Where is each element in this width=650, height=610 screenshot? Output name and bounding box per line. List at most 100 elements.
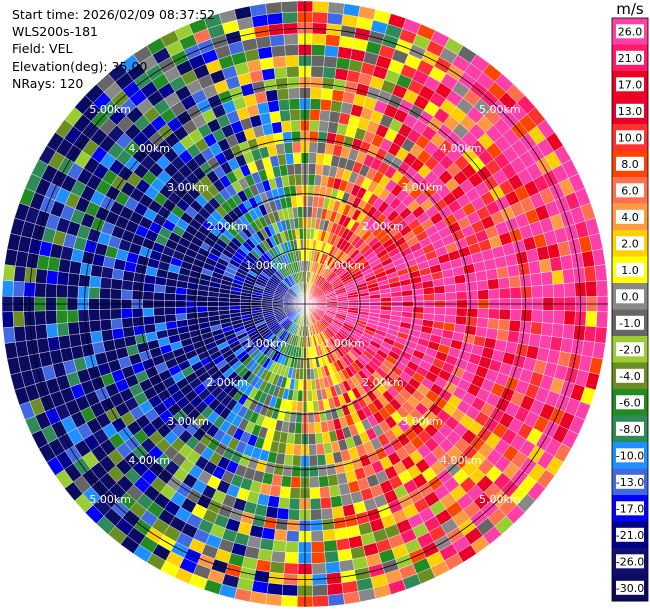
velocity-gate	[286, 530, 300, 543]
velocity-gate	[45, 283, 58, 298]
velocity-gate	[110, 278, 123, 290]
velocity-gate	[142, 291, 155, 301]
velocity-gate	[281, 0, 298, 13]
velocity-gate	[594, 264, 608, 282]
velocity-gate	[101, 329, 114, 342]
velocity-gate	[265, 89, 279, 102]
velocity-gate	[324, 550, 340, 564]
velocity-gate	[311, 551, 326, 564]
velocity-gate	[334, 527, 349, 541]
velocity-gate	[310, 519, 323, 532]
colorbar-tick-label: -1.0	[619, 317, 640, 330]
velocity-gate	[318, 475, 330, 488]
velocity-gate	[477, 289, 490, 300]
velocity-gate	[269, 110, 282, 124]
velocity-gate	[287, 174, 296, 187]
velocity-gate	[323, 539, 338, 553]
range-ring-label: 1.00km	[245, 337, 287, 350]
colorbar-tick-label: -4.0	[619, 370, 640, 383]
colorbar-tick-label: -13.0	[616, 476, 644, 489]
velocity-gate	[272, 55, 287, 69]
velocity-gate	[318, 120, 330, 133]
velocity-gate	[562, 268, 575, 284]
velocity-gate	[175, 313, 188, 322]
velocity-gate	[77, 309, 90, 322]
colorbar-tick-label: 13.0	[618, 105, 643, 118]
velocity-gate	[278, 496, 290, 510]
velocity-gate	[445, 307, 457, 317]
velocity-gate	[207, 306, 219, 312]
velocity-gate	[487, 318, 500, 330]
velocity-gate	[90, 264, 103, 278]
velocity-gate	[308, 444, 318, 456]
range-ring-label: 2.00km	[362, 220, 404, 233]
velocity-gate	[509, 286, 522, 299]
velocity-gate	[422, 286, 435, 295]
colorbar-tick-label: 0.0	[621, 290, 639, 303]
velocity-gate	[306, 368, 312, 380]
colorbar-tick-label: 1.0	[621, 264, 639, 277]
colorbar-tick-label: 17.0	[618, 78, 643, 91]
colorbar-tick-label: -17.0	[616, 502, 644, 515]
velocity-gate	[273, 132, 284, 145]
velocity-gate	[519, 320, 532, 334]
velocity-gate	[153, 291, 165, 301]
velocity-gate	[56, 310, 68, 324]
velocity-gate	[319, 486, 331, 499]
range-ring-label: 5.00km	[479, 103, 521, 116]
velocity-gate	[34, 282, 47, 298]
velocity-gate	[280, 475, 292, 488]
velocity-gate	[322, 66, 337, 79]
velocity-gate	[320, 507, 334, 520]
range-ring-label: 4.00km	[128, 454, 170, 467]
velocity-gate	[330, 495, 343, 508]
velocity-gate	[132, 281, 145, 292]
colorbar-tick-label: -21.0	[616, 529, 644, 542]
velocity-gate	[271, 121, 283, 135]
velocity-gate	[121, 279, 134, 291]
velocity-gate	[466, 290, 479, 300]
velocity-gate	[333, 516, 347, 530]
velocity-gate	[592, 341, 606, 360]
velocity-gate	[12, 311, 25, 328]
velocity-gate	[563, 282, 576, 298]
velocity-gate	[324, 44, 340, 58]
velocity-gate	[110, 288, 122, 300]
velocity-gate	[380, 297, 392, 303]
velocity-gate	[284, 551, 299, 564]
colorbar-tick-label: 6.0	[621, 184, 639, 197]
velocity-gate	[121, 317, 134, 329]
range-ring-label: 3.00km	[167, 181, 209, 194]
velocity-gate	[542, 284, 554, 298]
velocity-gate	[68, 260, 82, 275]
velocity-gate	[326, 463, 337, 476]
velocity-gate	[276, 507, 290, 520]
velocity-gate	[309, 487, 321, 499]
velocity-gate	[261, 527, 276, 541]
velocity-gate	[465, 316, 478, 327]
velocity-gate	[266, 582, 284, 596]
velocity-gate	[289, 109, 301, 121]
velocity-gate	[531, 285, 544, 299]
velocity-gate	[164, 292, 176, 301]
velocity-gate	[270, 44, 286, 58]
colorbar-tick-label: -10.0	[616, 449, 644, 462]
velocity-gate	[308, 433, 317, 445]
velocity-gate	[488, 308, 500, 320]
velocity-gate	[111, 327, 125, 340]
velocity-gate	[68, 333, 82, 348]
velocity-gate	[4, 341, 18, 360]
velocity-gate	[99, 287, 111, 300]
velocity-gate	[312, 11, 329, 24]
velocity-gate	[342, 591, 361, 605]
velocity-gate	[455, 315, 467, 326]
velocity-gate	[289, 487, 301, 499]
velocity-gate	[433, 285, 446, 294]
velocity-gate	[287, 87, 300, 100]
velocity-gate	[464, 272, 477, 283]
velocity-gate	[312, 595, 329, 608]
velocity-gate	[307, 400, 314, 413]
velocity-gate	[455, 291, 468, 301]
velocity-gate	[281, 584, 298, 597]
